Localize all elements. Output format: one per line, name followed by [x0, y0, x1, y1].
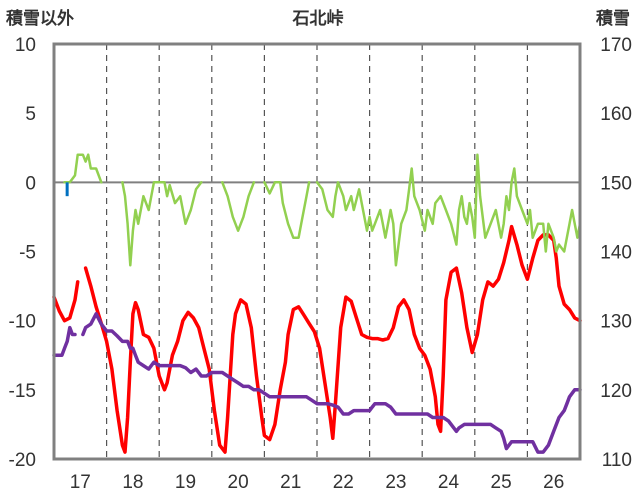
wind-series-line: [121, 181, 203, 267]
y-tick-label-right: 150: [600, 173, 632, 194]
y-tick-label-left: 0: [25, 173, 36, 194]
x-tick-label: 21: [280, 472, 301, 493]
x-tick-label: 18: [122, 472, 143, 493]
series-layer: [52, 153, 582, 454]
snow_depth-series-line: [52, 325, 77, 358]
precip-bar: [65, 182, 69, 197]
y-tick-label-right: 130: [600, 312, 632, 333]
x-tick-label: 22: [333, 472, 354, 493]
y-axis-label-right: 積雪: [596, 8, 630, 29]
y-tick-label-right: 170: [600, 35, 632, 56]
axis-layer: 10 5 0 -5 -10 -15 -20 170 160 150 140 130 120 110 17 18…: [9, 35, 632, 493]
wind-series-line: [315, 153, 582, 267]
snow_depth-series-line: [81, 312, 582, 454]
x-tick-label: 20: [228, 472, 249, 493]
x-tick-label: 23: [385, 472, 406, 493]
x-tick-label: 17: [70, 472, 91, 493]
temperature-series-line: [52, 280, 80, 323]
y-tick-label-left: -10: [9, 312, 36, 333]
y-tick-label-left: -20: [9, 450, 36, 471]
x-tick-label: 26: [543, 472, 564, 493]
y-axis-label-left: 積雪以外: [6, 8, 74, 29]
plot-frame: [52, 42, 582, 461]
temperature-series-line: [83, 224, 582, 454]
y-tick-label-left: -15: [9, 381, 36, 402]
chart-title: 石北峠: [292, 8, 344, 29]
y-tick-label-left: 5: [25, 104, 36, 125]
wind-series-line: [263, 181, 311, 239]
y-tick-label-left: -5: [19, 243, 36, 264]
y-tick-label-right: 140: [600, 243, 632, 264]
x-tick-label: 19: [175, 472, 196, 493]
x-tick-label: 25: [491, 472, 512, 493]
wind-series-line: [221, 181, 256, 232]
y-tick-label-right: 160: [600, 104, 632, 125]
y-tick-label-left: 10: [15, 35, 36, 56]
y-tick-label-right: 110: [602, 450, 632, 471]
grid-layer: [54, 44, 580, 459]
y-tick-label-right: 120: [600, 381, 632, 402]
wind-series-line: [63, 153, 103, 184]
x-tick-label: 24: [438, 472, 460, 493]
